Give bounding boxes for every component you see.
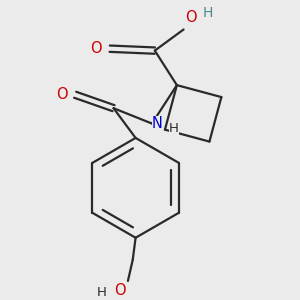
Text: H: H <box>169 122 179 135</box>
Text: O: O <box>185 10 197 25</box>
Text: H: H <box>203 6 213 20</box>
Text: H: H <box>97 286 107 299</box>
Text: O: O <box>114 283 126 298</box>
Text: O: O <box>90 41 102 56</box>
Text: N: N <box>152 116 163 131</box>
Text: O: O <box>56 87 68 102</box>
